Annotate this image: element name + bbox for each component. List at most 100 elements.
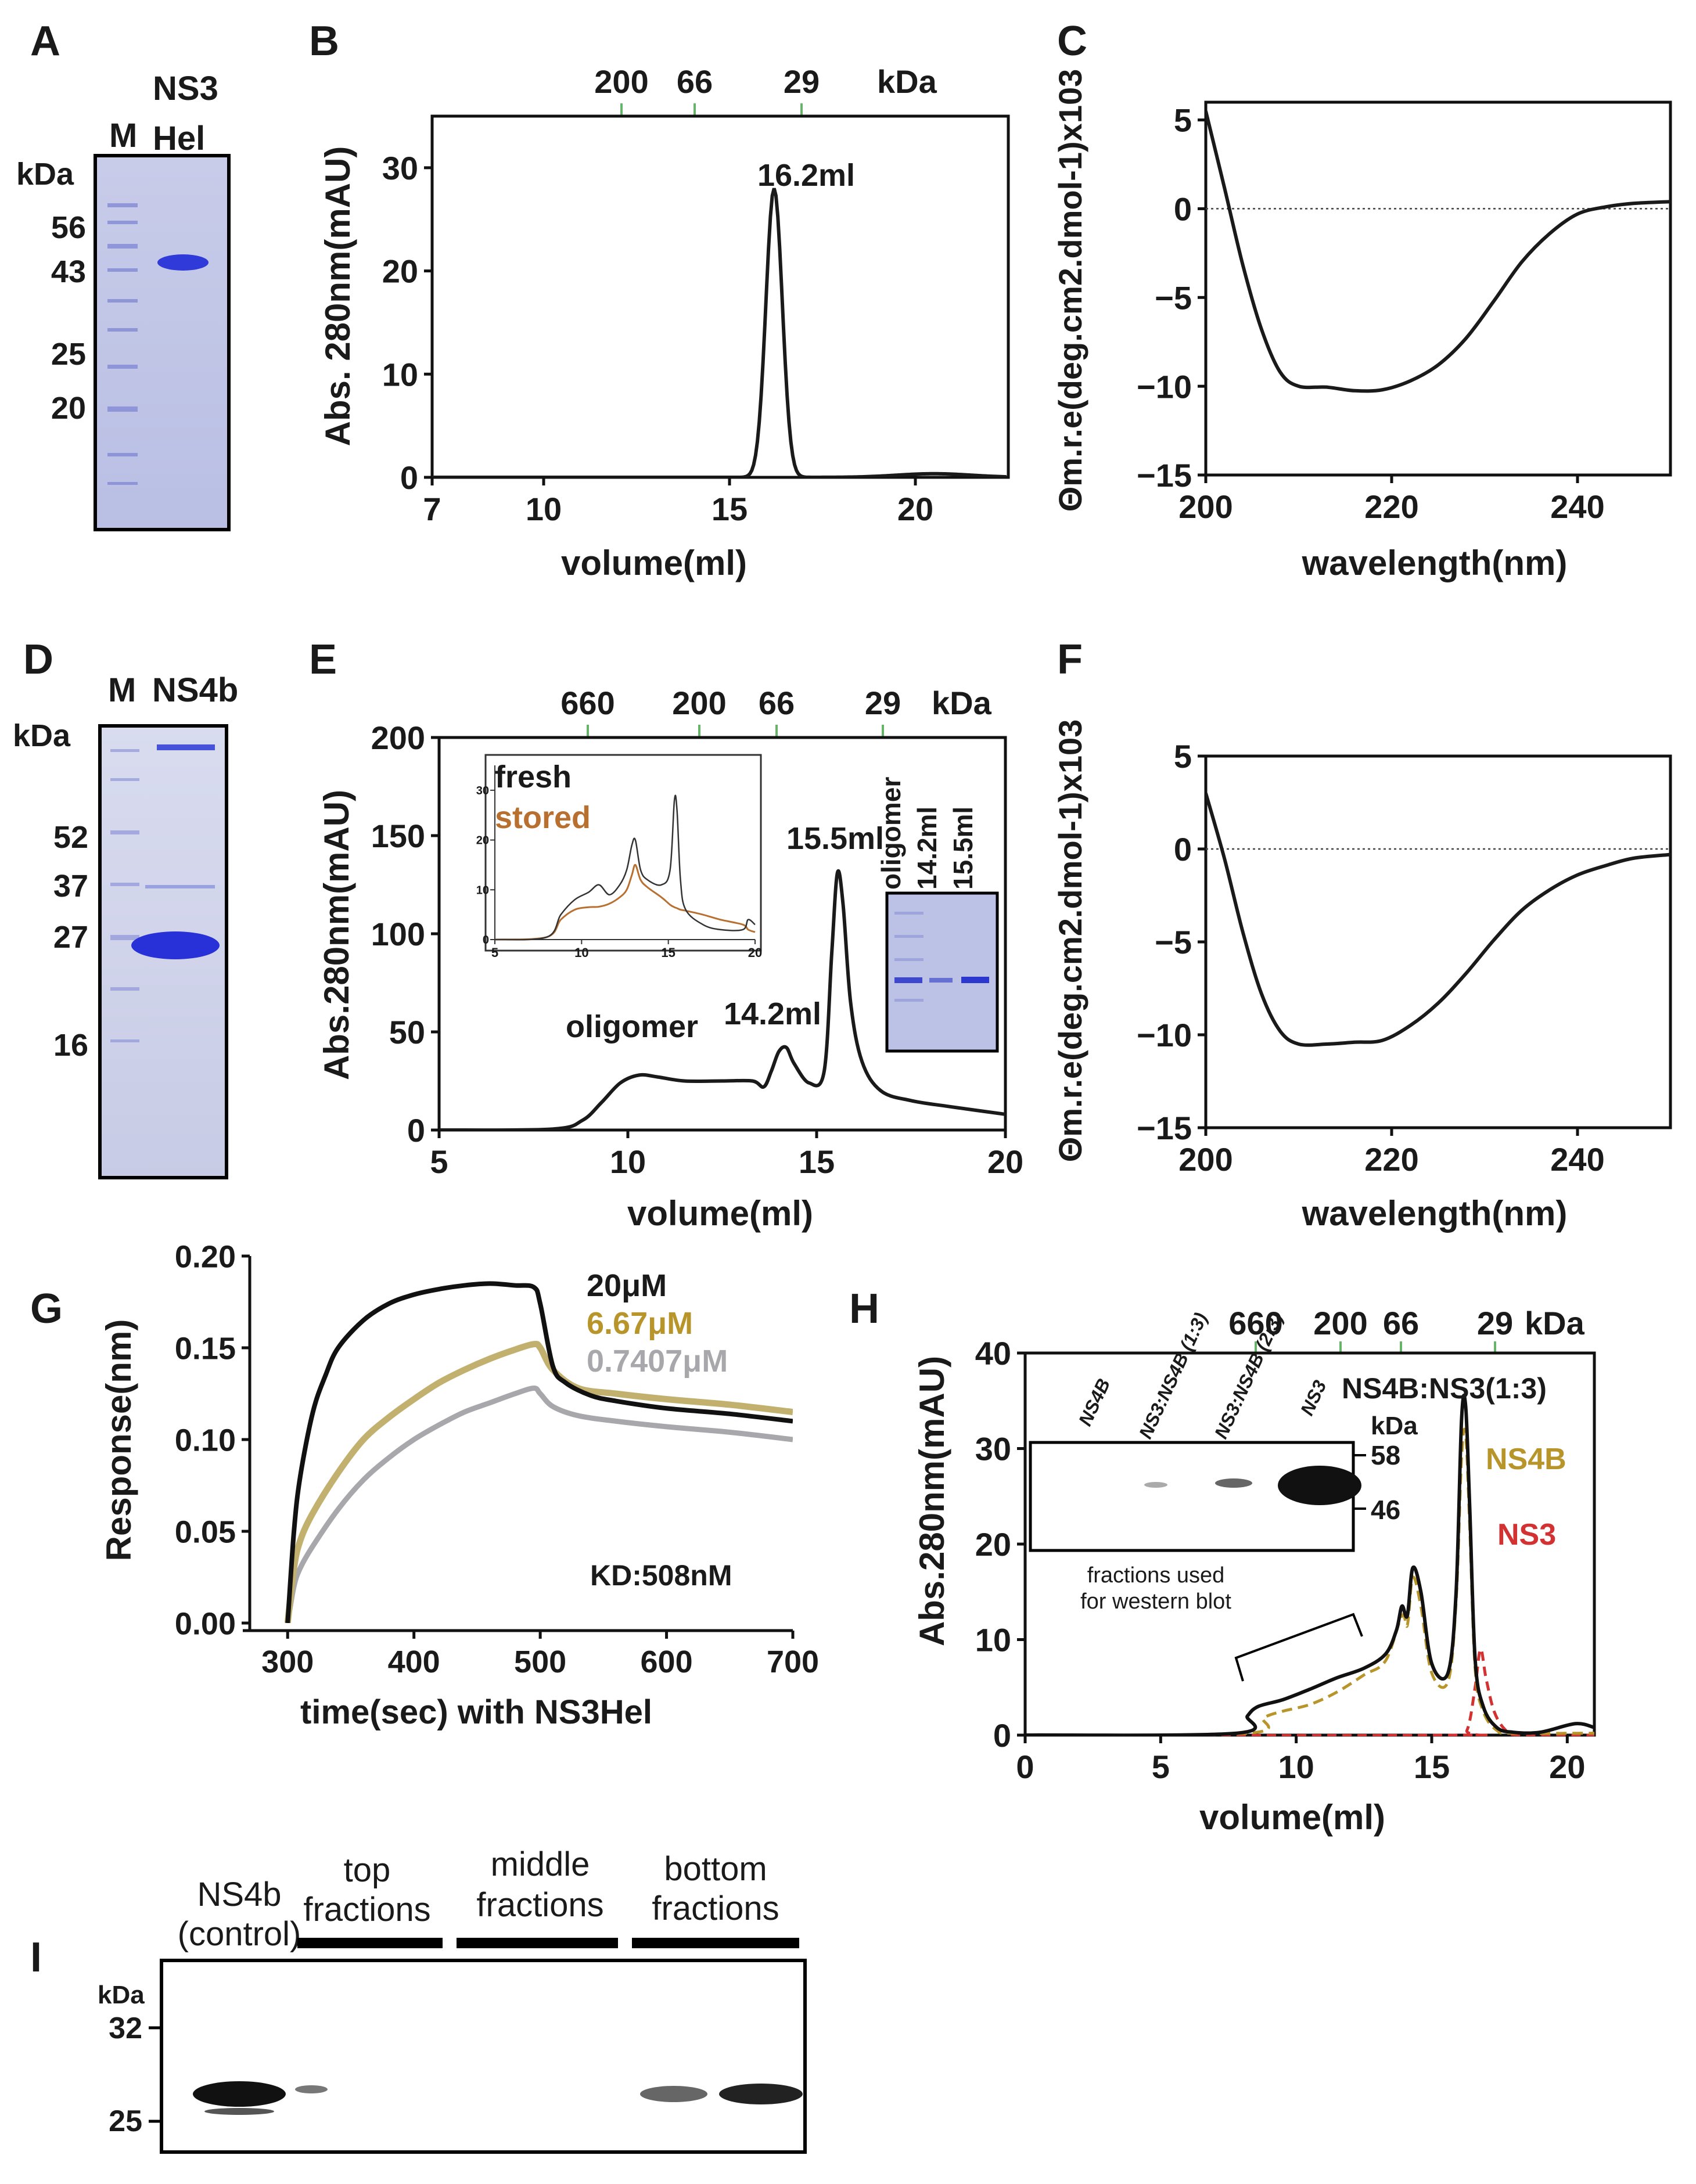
x-tick-label: 200 [1178, 488, 1233, 525]
blot-band-bottom-2 [719, 2084, 803, 2104]
gel-lane-oligomer: oligomer [876, 777, 906, 890]
marker-20: 20 [51, 391, 86, 426]
panel-c-letter: C [1057, 18, 1087, 64]
x-axis-title-f: wavelength(nm) [1302, 1194, 1568, 1233]
mw-marker-29-h: 29 [1477, 1305, 1513, 1341]
y-tick-label: 5 [1174, 738, 1192, 775]
legend-ns4b: NS4B [1486, 1442, 1566, 1476]
y-tick-label: 0 [1174, 191, 1192, 228]
peak-label-16-2: 16.2ml [757, 158, 855, 193]
x-tick-label: 7 [423, 491, 441, 527]
x-tick-label: 20 [897, 491, 933, 527]
marker-56: 56 [51, 210, 86, 245]
fraction-bracket [1234, 1613, 1363, 1682]
y-tick-label: 10 [382, 356, 418, 393]
peak-label-15-5: 15.5ml [786, 821, 884, 856]
y-tick-label: 100 [371, 916, 425, 952]
y-tick-label: 150 [371, 818, 425, 854]
panel-c: C 200 220 240 5 0 −5 −10 −15 wavelength(nm) Θm.… [1052, 18, 1672, 582]
x-tick-label: 400 [388, 1645, 440, 1679]
y-tick-label: 0 [407, 1112, 425, 1149]
x-axis-title-c: wavelength(nm) [1302, 544, 1568, 582]
inset-x-label: 20 [748, 945, 762, 960]
panel-i-letter: I [30, 1934, 42, 1981]
sec-curve-ns3hel [432, 188, 1007, 477]
legend-fresh: fresh [495, 760, 572, 794]
inset-x-label: 15 [661, 945, 675, 960]
peak-label-14-2: 14.2ml [724, 996, 821, 1031]
blot-band-2-3 [1215, 1478, 1252, 1488]
sec-curve-ns4b [439, 869, 1005, 1130]
gel-lane-15-5: 15.5ml [948, 807, 978, 890]
ns4b-faint-band [145, 885, 215, 888]
x-tick-label: 200 [1178, 1141, 1233, 1178]
legend-20uM: 20μM [587, 1268, 667, 1303]
panel-d-letter: D [23, 636, 53, 683]
header-top-2: fractions [303, 1891, 430, 1928]
inset-fresh-curve [494, 794, 756, 941]
lane-hel-label: Hel [153, 120, 205, 157]
y-axis-title-b: Abs. 280nm(mAU) [318, 146, 357, 447]
mw-marker-200-h: 200 [1313, 1305, 1367, 1341]
blot-lane-ns3: NS3 [1296, 1377, 1331, 1419]
y-tick-label: 0 [993, 1717, 1011, 1754]
x-tick-label: 5 [1152, 1748, 1170, 1785]
panel-d: D M NS4b kDa 52 37 27 16 [13, 636, 238, 1179]
panel-h-letter: H [849, 1286, 879, 1332]
lane-ns4b-label: NS4b [152, 671, 238, 709]
y-tick-label: −10 [1137, 1017, 1192, 1053]
x-tick-label: 10 [610, 1143, 646, 1180]
x-tick-label: 10 [526, 491, 562, 527]
blot-band-1-3 [1144, 1482, 1167, 1488]
y-tick-label: 0 [400, 459, 418, 496]
y-axis-title-f: Θm.r.e(deg.cm2.dmol-1)x103 [1052, 719, 1088, 1163]
blot-band-ns3 [1278, 1466, 1361, 1505]
panel-e-letter: E [309, 636, 337, 683]
y-tick-label: 0.05 [175, 1514, 236, 1549]
y-axis-title-h: Abs.280nm(mAU) [912, 1356, 951, 1646]
x-axis-title-g: time(sec) with NS3Hel [300, 1693, 652, 1731]
x-tick-label: 20 [987, 1143, 1023, 1180]
ns4b-well-band [157, 744, 215, 750]
y-axis-title-c: Θm.r.e(deg.cm2.dmol-1)x103 [1052, 69, 1088, 512]
cd-curve-ns4b [1206, 793, 1670, 1047]
mw-marker-66: 66 [677, 63, 713, 100]
panel-g-letter: G [30, 1286, 63, 1332]
marker-16: 16 [53, 1028, 88, 1063]
blot-lane-1-3: NS3:NS4B (1:3) [1135, 1309, 1212, 1442]
x-tick-label: 10 [1278, 1748, 1314, 1785]
gel-a [94, 154, 231, 531]
y-tick-label: −10 [1137, 368, 1192, 405]
inset-gel-frame [885, 891, 999, 1053]
y-tick-label: 5 [1174, 102, 1192, 139]
inset-x-label: 10 [574, 945, 588, 960]
mw-marker-200: 200 [594, 63, 648, 100]
marker-27: 27 [53, 920, 88, 955]
y-tick-label: −5 [1155, 279, 1192, 316]
y-tick-label: 0.15 [175, 1331, 236, 1366]
kd-value: KD:508nM [590, 1559, 732, 1592]
marker-32: 32 [109, 2012, 142, 2045]
legend-stored: stored [495, 800, 591, 835]
bli-curve-0-7407uM [285, 1386, 793, 1623]
blot-marker-58: 58 [1371, 1440, 1400, 1470]
marker-43: 43 [51, 254, 86, 289]
y-tick-label: 30 [382, 150, 418, 186]
x-tick-label: 15 [799, 1143, 835, 1180]
y-tick-label: 0.00 [175, 1606, 236, 1641]
y-tick-label: −15 [1137, 457, 1192, 494]
marker-52: 52 [53, 820, 88, 855]
blot-marker-46: 46 [1371, 1495, 1400, 1525]
gel-band-15-5 [961, 977, 989, 983]
bracket-note-line2: for western blot [1080, 1589, 1231, 1614]
legend-6-67uM: 6.67μM [587, 1306, 693, 1341]
y-tick-label: 30 [975, 1431, 1011, 1467]
marker-25: 25 [51, 337, 86, 372]
legend-ns3: NS3 [1497, 1518, 1556, 1552]
panel-g: G 300 400 500 600 700 0.00 0.05 0.10 0.15 0.20 20… [30, 1239, 819, 1731]
marker-25-i: 25 [109, 2104, 142, 2138]
inset-chart-e: 5 10 15 20 0 10 20 30 fresh stored [476, 754, 762, 960]
